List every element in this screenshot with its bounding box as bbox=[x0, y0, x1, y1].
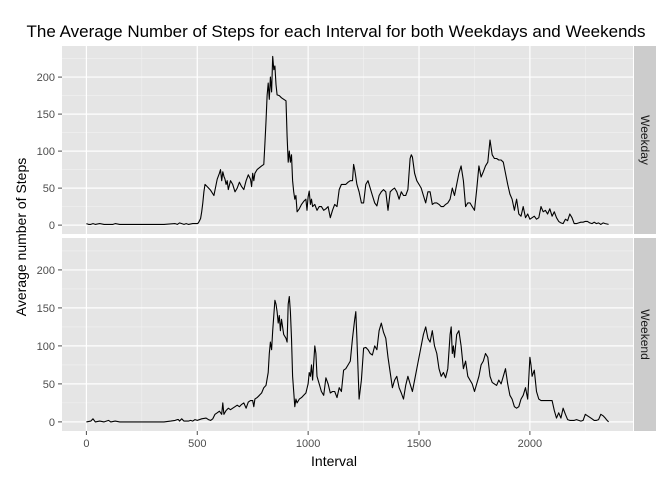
y-tick-label: 150 bbox=[37, 303, 55, 315]
series-line-weekend bbox=[86, 295, 609, 423]
facet-strip-label: Weekend bbox=[638, 309, 652, 359]
chart-title: The Average Number of Steps for each Int… bbox=[27, 22, 646, 41]
x-tick-label: 2000 bbox=[518, 438, 542, 450]
y-tick-label: 200 bbox=[37, 72, 55, 84]
y-tick-label: 200 bbox=[37, 265, 55, 277]
x-axis-title: Interval bbox=[311, 453, 357, 469]
panel-weekend: 0 50 100 150 200 Weekend 0 500 1000 1500 2000 bbox=[37, 238, 656, 450]
y-tick-label: 150 bbox=[37, 109, 55, 121]
y-tick-label: 100 bbox=[37, 146, 55, 158]
y-tick-label: 50 bbox=[43, 379, 55, 391]
y-tick-label: 50 bbox=[43, 183, 55, 195]
series-line-weekday bbox=[86, 55, 609, 225]
x-tick-label: 0 bbox=[83, 438, 89, 450]
facet-strip bbox=[634, 46, 656, 234]
panel-weekday: 0 50 100 150 200 Weekday bbox=[37, 46, 656, 234]
panel-background bbox=[62, 238, 633, 431]
y-axis-title: Average number of Steps bbox=[13, 158, 29, 317]
x-tick-label: 1000 bbox=[296, 438, 320, 450]
x-tick-label: 1500 bbox=[407, 438, 431, 450]
panels: 0 50 100 150 200 Weekday 0 50 100 150 200 Weekend 0 5… bbox=[37, 46, 656, 450]
x-tick-label: 500 bbox=[188, 438, 206, 450]
facet-strip bbox=[634, 238, 656, 431]
panel-background bbox=[62, 46, 633, 234]
y-tick-label: 0 bbox=[49, 220, 55, 232]
facet-strip-label: Weekday bbox=[638, 115, 652, 165]
y-tick-label: 0 bbox=[49, 417, 55, 429]
y-tick-label: 100 bbox=[37, 341, 55, 353]
